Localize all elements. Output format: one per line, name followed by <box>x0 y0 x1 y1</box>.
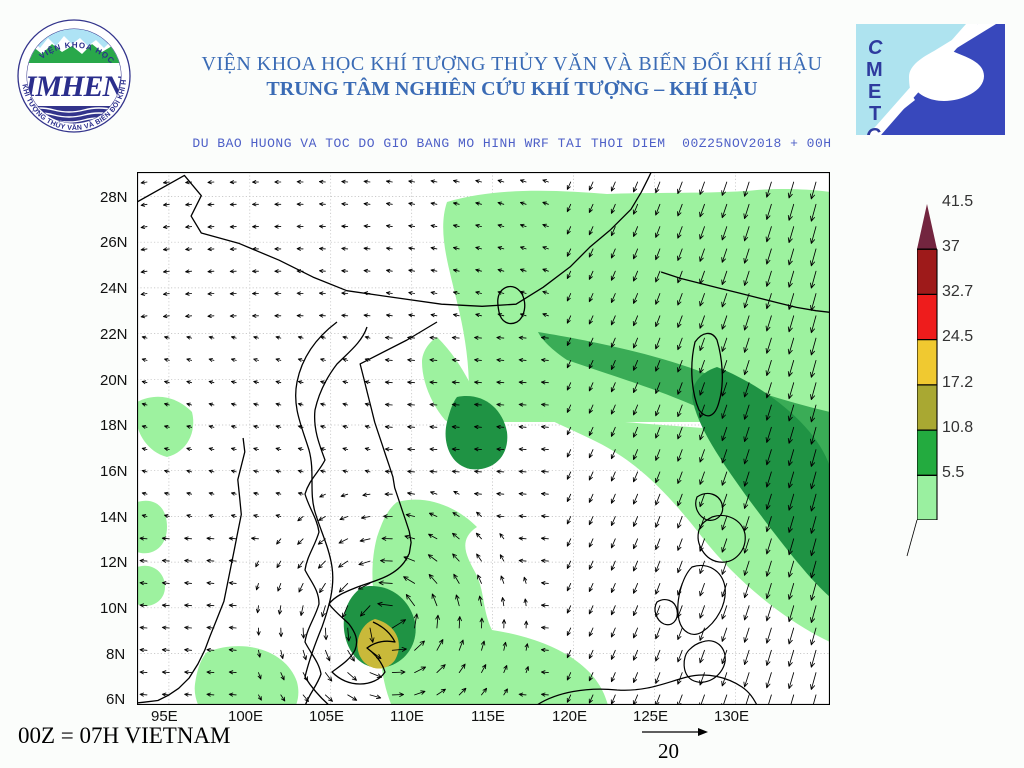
svg-text:20: 20 <box>658 739 679 762</box>
